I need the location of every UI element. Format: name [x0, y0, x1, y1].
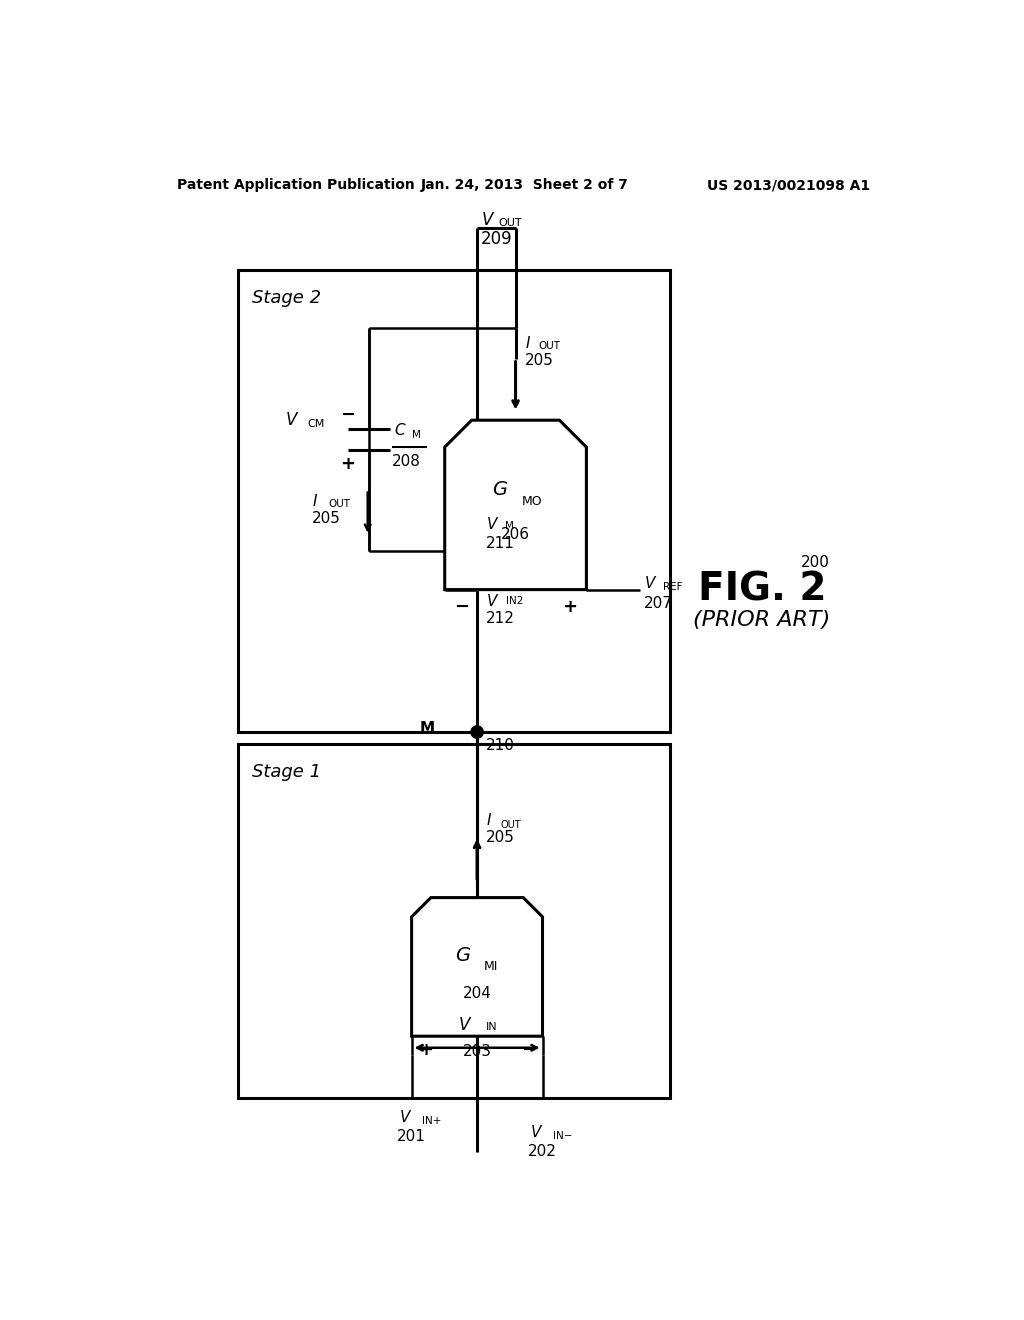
- Text: +: +: [340, 455, 355, 473]
- Text: IN: IN: [486, 1022, 498, 1032]
- Text: −: −: [521, 1041, 537, 1059]
- Text: $V$: $V$: [644, 576, 657, 591]
- Text: OUT: OUT: [329, 499, 350, 510]
- Text: OUT: OUT: [539, 342, 561, 351]
- Polygon shape: [444, 420, 587, 590]
- Text: $G$: $G$: [455, 946, 471, 965]
- Text: 200: 200: [801, 556, 829, 570]
- Text: 205: 205: [311, 511, 340, 527]
- Text: 207: 207: [644, 595, 673, 611]
- Text: $I$: $I$: [311, 494, 317, 510]
- Text: 201: 201: [397, 1129, 426, 1144]
- Text: IN+: IN+: [422, 1115, 441, 1126]
- Text: $V$: $V$: [529, 1125, 543, 1140]
- Text: M: M: [412, 430, 421, 440]
- Text: $V$: $V$: [285, 412, 299, 429]
- Text: FIG. 2: FIG. 2: [697, 570, 826, 609]
- Text: OUT: OUT: [499, 218, 522, 228]
- Text: CM: CM: [307, 418, 325, 429]
- Text: 202: 202: [528, 1144, 557, 1159]
- Text: +: +: [562, 598, 577, 615]
- Text: Stage 2: Stage 2: [252, 289, 322, 308]
- Text: $V$: $V$: [486, 516, 500, 532]
- Text: Jan. 24, 2013  Sheet 2 of 7: Jan. 24, 2013 Sheet 2 of 7: [421, 178, 629, 193]
- Text: $G$: $G$: [493, 480, 508, 499]
- Text: −: −: [454, 598, 469, 615]
- Polygon shape: [412, 898, 543, 1036]
- Text: OUT: OUT: [500, 820, 521, 830]
- Text: 205: 205: [524, 352, 554, 368]
- Text: $I$: $I$: [486, 812, 493, 829]
- Text: $C$: $C$: [394, 422, 407, 438]
- Text: 204: 204: [463, 986, 492, 1002]
- Text: 210: 210: [486, 738, 515, 754]
- Text: M: M: [420, 721, 435, 735]
- Text: $V$: $V$: [459, 1015, 473, 1034]
- Text: $V$: $V$: [486, 594, 500, 610]
- Text: Patent Application Publication: Patent Application Publication: [177, 178, 415, 193]
- Bar: [239, 271, 670, 733]
- Text: Stage 1: Stage 1: [252, 763, 322, 781]
- Text: US 2013/0021098 A1: US 2013/0021098 A1: [707, 178, 869, 193]
- Text: 208: 208: [392, 454, 421, 469]
- Text: −: −: [340, 405, 355, 424]
- Text: 203: 203: [463, 1044, 492, 1059]
- Text: MO: MO: [522, 495, 543, 508]
- Text: 209: 209: [481, 230, 513, 248]
- Text: M: M: [505, 521, 514, 532]
- Bar: [239, 743, 670, 1098]
- Text: (PRIOR ART): (PRIOR ART): [693, 610, 830, 631]
- Text: IN−: IN−: [553, 1131, 572, 1142]
- Text: 205: 205: [486, 830, 515, 845]
- Text: $I$: $I$: [524, 335, 530, 351]
- Text: $V$: $V$: [398, 1109, 412, 1125]
- Text: REF: REF: [664, 582, 683, 591]
- Text: $V$: $V$: [481, 211, 496, 228]
- Circle shape: [471, 726, 483, 738]
- Text: 212: 212: [486, 611, 515, 626]
- Text: +: +: [418, 1041, 433, 1059]
- Text: MI: MI: [483, 961, 498, 973]
- Text: 206: 206: [501, 527, 530, 541]
- Text: 211: 211: [486, 536, 515, 550]
- Text: IN2: IN2: [506, 595, 523, 606]
